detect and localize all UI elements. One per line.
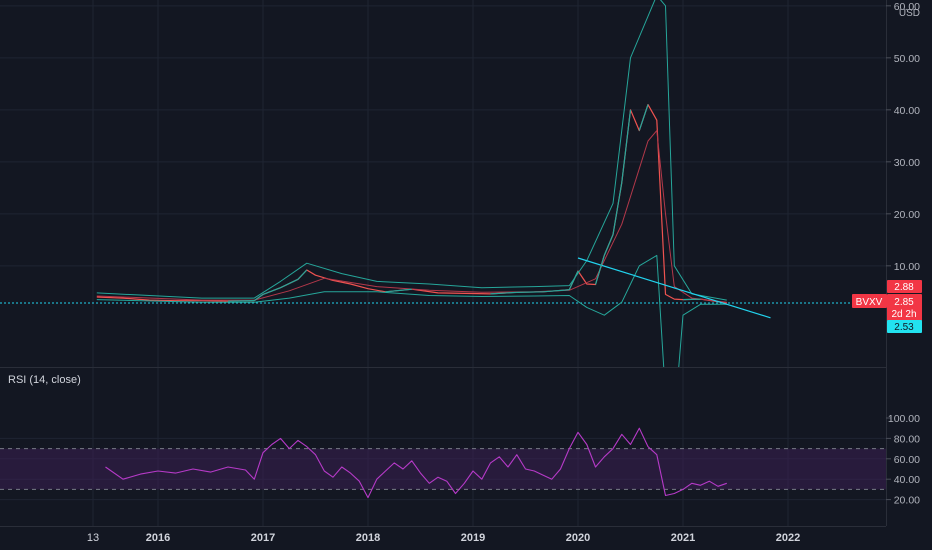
time-tick-label: 2021	[671, 532, 695, 544]
price-up-segment	[262, 287, 281, 295]
time-tick-label: 2019	[461, 532, 485, 544]
rsi-tick-label: 20.00	[894, 495, 920, 507]
price-up-segment	[516, 291, 544, 293]
ticker-badge[interactable]: BVXV 2.85 2d 2h	[852, 294, 922, 321]
time-tick-label: 2016	[146, 532, 170, 544]
low-badge-bg	[887, 320, 922, 333]
price-tick-label: 60.00	[894, 1, 920, 13]
low-badge-label: 2.53	[894, 322, 914, 333]
price-up-segment	[490, 291, 517, 295]
price-up-segment	[568, 270, 579, 290]
price-axis[interactable]: 60.00 50.00 40.00 30.00 20.00 10.00	[886, 1, 920, 273]
ticker-price: 2.85	[894, 297, 914, 308]
grid	[0, 0, 886, 526]
price-up-segment	[594, 255, 605, 285]
time-tick-label: 13	[87, 532, 99, 544]
price-tick-label: 20.00	[894, 209, 920, 221]
ticker-symbol: BVXV	[856, 297, 883, 308]
time-tick-label: 2017	[251, 532, 275, 544]
ticker-countdown: 2d 2h	[891, 309, 916, 320]
price-pane[interactable]	[0, 0, 886, 422]
price-up-segment	[385, 288, 412, 293]
time-axis[interactable]: 13 2016 2017 2018 2019 2020 2021 2022	[87, 532, 800, 544]
rsi-tick-label: 40.00	[894, 474, 920, 486]
price-up-segment	[638, 104, 649, 131]
currency-label: USD	[899, 8, 920, 19]
price-tick-label: 10.00	[894, 261, 920, 273]
time-tick-label: 2022	[776, 532, 800, 544]
price-tick-label: 40.00	[894, 105, 920, 117]
time-tick-label: 2020	[566, 532, 590, 544]
price-tick-label: 50.00	[894, 53, 920, 65]
price-up-segment	[280, 278, 299, 289]
price-tick-label: 30.00	[894, 157, 920, 169]
price-up-segment	[227, 300, 255, 302]
ticker-symbol-bg	[852, 294, 887, 308]
price-up-segment	[542, 289, 570, 293]
ticker-price-bg	[887, 294, 922, 321]
price-up-segment	[612, 182, 623, 235]
trendline	[577, 257, 771, 319]
low-badge: 2.53	[887, 320, 922, 333]
rsi-tick-label: 100.00	[888, 413, 920, 425]
rsi-series	[105, 427, 727, 499]
rsi-axis[interactable]: 100.00 80.00 60.00 40.00 20.00	[886, 413, 920, 507]
time-tick-label: 2018	[356, 532, 380, 544]
price-up-segment	[682, 298, 701, 301]
rsi-title[interactable]: RSI (14, close)	[8, 374, 81, 386]
rsi-pane[interactable]	[105, 427, 727, 499]
rsi-tick-label: 80.00	[894, 433, 920, 445]
bollinger-lower-band	[96, 254, 727, 367]
rsi-band-fill	[0, 448, 886, 490]
price-up-segment	[603, 234, 614, 256]
price-up-segment	[297, 269, 308, 280]
bollinger-upper-band	[96, 0, 727, 301]
rsi-tick-label: 60.00	[894, 454, 920, 466]
high-badge-bg	[887, 280, 922, 293]
price-up-segment	[621, 109, 632, 183]
price-up-segment	[253, 293, 264, 302]
rsi-band	[0, 448, 886, 490]
high-badge: 2.88	[887, 280, 922, 293]
high-badge-label: 2.88	[894, 282, 914, 293]
